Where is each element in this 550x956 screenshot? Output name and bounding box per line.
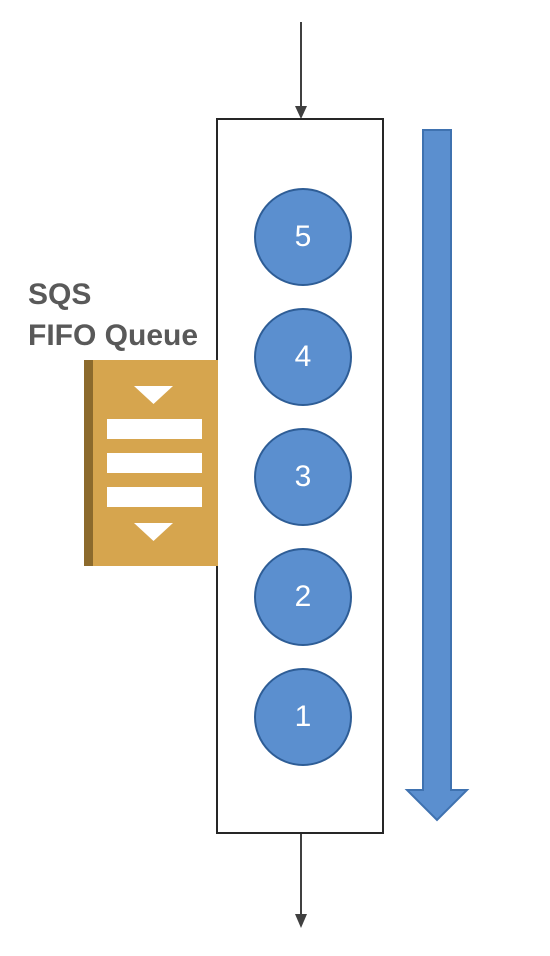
message-circle: 4	[254, 308, 352, 406]
message-circle: 3	[254, 428, 352, 526]
down-arrow-icon	[404, 129, 470, 822]
message-circle: 2	[254, 548, 352, 646]
queue-title-line-2: FIFO Queue	[28, 319, 199, 352]
message-circle: 1	[254, 668, 352, 766]
outgoing-arrow	[295, 834, 307, 928]
incoming-arrow	[295, 22, 307, 119]
message-circle: 5	[254, 188, 352, 286]
queue-title-line-1: SQS	[28, 278, 92, 311]
sqs-queue-icon	[84, 360, 218, 566]
